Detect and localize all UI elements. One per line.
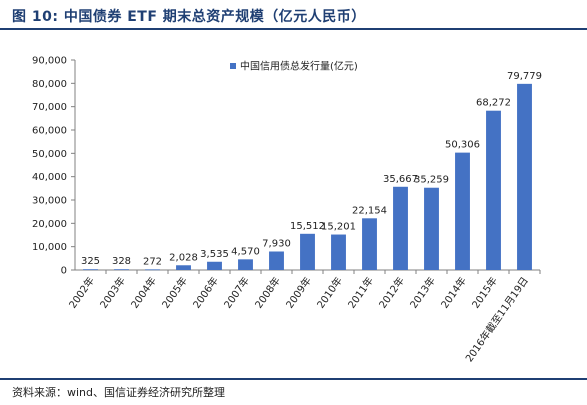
legend-swatch <box>230 63 236 69</box>
data-label: 35,667 <box>383 174 418 185</box>
bar <box>145 269 160 271</box>
x-tick-label: 2016年截至11月19日 <box>462 274 531 364</box>
bar <box>486 110 501 270</box>
source-note: 资料来源：wind、国信证券经济研究所整理 <box>12 386 226 399</box>
data-label: 3,535 <box>200 249 229 260</box>
bar <box>331 234 346 270</box>
bar <box>83 269 98 271</box>
title-bar: 图 10: 中国债券 ETF 期末总资产规模（亿元人民币） <box>0 0 587 30</box>
x-tick-label: 2006年 <box>190 274 221 310</box>
bar <box>455 152 470 270</box>
x-tick-label: 2011年 <box>345 274 376 310</box>
data-label: 325 <box>81 256 100 267</box>
data-label: 328 <box>112 256 131 267</box>
x-tick-label: 2015年 <box>469 274 500 310</box>
figure-title: 图 10: 中国债券 ETF 期末总资产规模（亿元人民币） <box>12 9 366 25</box>
data-label: 7,930 <box>262 238 291 249</box>
data-label: 272 <box>143 256 162 267</box>
data-label: 68,272 <box>476 98 511 109</box>
bar <box>517 83 532 270</box>
y-tick-label: 40,000 <box>32 172 67 183</box>
y-tick-label: 50,000 <box>32 149 67 160</box>
data-label: 22,154 <box>352 205 387 216</box>
data-label: 4,570 <box>231 246 260 257</box>
data-label: 2,028 <box>169 252 198 263</box>
bar <box>393 186 408 270</box>
bar <box>362 218 377 270</box>
x-tick-label: 2004年 <box>128 274 159 310</box>
x-tick-label: 2013年 <box>407 274 438 310</box>
x-tick-label: 2014年 <box>438 274 469 310</box>
bar <box>176 265 191 270</box>
x-tick-label: 2008年 <box>252 274 283 310</box>
data-label: 15,512 <box>290 221 325 232</box>
x-tick-label: 2007年 <box>221 274 252 310</box>
y-tick-label: 10,000 <box>32 242 67 253</box>
y-tick-label: 70,000 <box>32 102 67 113</box>
x-tick-label: 2002年 <box>66 274 97 310</box>
x-tick-label: 2010年 <box>314 274 345 310</box>
bar <box>424 187 439 270</box>
y-tick-label: 90,000 <box>32 56 67 67</box>
data-label: 50,306 <box>445 140 480 151</box>
x-tick-label: 2012年 <box>376 274 407 310</box>
bar <box>207 261 222 270</box>
bar-chart: 0 10,000 20,000 30,000 40,000 50,000 60,000 70,… <box>32 56 542 365</box>
x-tick-label: 2003年 <box>97 274 128 310</box>
y-tick-label: 80,000 <box>32 79 67 90</box>
bar <box>300 233 315 270</box>
data-label: 79,779 <box>507 71 542 82</box>
footer-divider <box>0 378 587 380</box>
legend-label: 中国信用债总发行量(亿元) <box>240 60 358 73</box>
bar <box>114 269 129 271</box>
data-label: 15,201 <box>321 222 356 233</box>
y-tick-label: 60,000 <box>32 126 67 137</box>
bar <box>269 251 284 270</box>
bar <box>238 259 253 270</box>
y-tick-label: 20,000 <box>32 219 67 230</box>
x-tick-label: 2009年 <box>283 274 314 310</box>
data-label: 35,259 <box>414 175 449 186</box>
y-tick-label: 0 <box>61 266 67 277</box>
y-tick-label: 30,000 <box>32 196 67 207</box>
x-tick-label: 2005年 <box>159 274 190 310</box>
